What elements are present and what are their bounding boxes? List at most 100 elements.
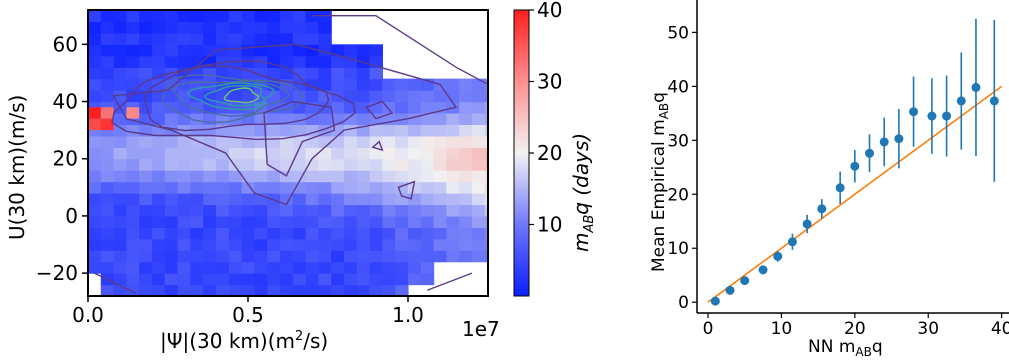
heatmap-cell xyxy=(139,10,153,23)
heatmap-cell xyxy=(139,147,153,160)
heatmap-cell xyxy=(369,250,383,263)
heatmap-cell xyxy=(395,238,409,251)
heatmap-cell xyxy=(216,32,230,45)
scatter-x-ticks: 0 10 20 30 40 xyxy=(703,313,1009,339)
heatmap-x-axis-label-tail: /s) xyxy=(303,329,328,353)
heatmap-cell xyxy=(241,158,255,171)
heatmap-cell xyxy=(420,227,435,240)
heatmap-cell xyxy=(152,21,166,34)
heatmap-cell xyxy=(267,250,281,263)
heatmap-cell xyxy=(472,250,486,263)
heatmap-cell xyxy=(331,147,345,160)
heatmap-cell xyxy=(459,215,473,228)
heatmap-cell xyxy=(331,158,345,171)
heatmap-cell xyxy=(164,135,179,148)
heatmap-cell xyxy=(228,90,243,103)
scatter-x-axis-label-sub: AB xyxy=(855,345,871,359)
heatmap-cell xyxy=(318,21,332,34)
data-point xyxy=(894,134,904,144)
heatmap-cell xyxy=(433,135,447,148)
heatmap-cell xyxy=(292,112,307,125)
data-point xyxy=(879,137,889,147)
scatter-y-axis-label-main: Mean Empirical m xyxy=(649,119,669,272)
heatmap-cell xyxy=(139,238,153,251)
heatmap-cell xyxy=(446,238,460,251)
heatmap-cell xyxy=(356,284,371,296)
heatmap-cell xyxy=(280,238,294,251)
heatmap-cell xyxy=(152,261,166,274)
data-point xyxy=(971,82,981,92)
heatmap-cells xyxy=(88,10,488,296)
contour-line xyxy=(263,100,336,177)
heatmap-cell xyxy=(228,135,243,148)
heatmap-cell xyxy=(356,215,371,228)
heatmap-cell xyxy=(216,90,230,103)
heatmap-cell xyxy=(177,227,191,240)
heatmap-cell xyxy=(203,147,217,160)
scatter-y-tick-label: 40 xyxy=(667,77,689,97)
heatmap-cell xyxy=(241,284,255,296)
heatmap-cell xyxy=(382,124,396,137)
heatmap-cell xyxy=(459,112,473,125)
heatmap-cell xyxy=(126,147,140,160)
heatmap-cell xyxy=(88,10,102,23)
heatmap-cell xyxy=(318,215,332,228)
heatmap-cell xyxy=(190,90,204,103)
heatmap-cell xyxy=(433,250,447,263)
heatmap-cell xyxy=(228,170,243,183)
heatmap-cell xyxy=(459,158,473,171)
heatmap-cell xyxy=(433,227,447,240)
heatmap-cell xyxy=(267,135,281,148)
heatmap-x-tick-label: 0.5 xyxy=(232,303,264,327)
heatmap-cell xyxy=(472,135,486,148)
heatmap-cell xyxy=(331,227,345,240)
heatmap-cell xyxy=(408,147,422,160)
heatmap-cell xyxy=(88,227,102,240)
heatmap-hot-cell xyxy=(88,107,101,119)
heatmap-cell xyxy=(177,204,191,217)
heatmap-cell xyxy=(395,135,409,148)
heatmap-cell xyxy=(408,90,422,103)
heatmap-cell xyxy=(254,170,268,183)
heatmap-cell xyxy=(203,101,217,114)
heatmap-cell xyxy=(216,227,230,240)
heatmap-cell xyxy=(152,55,166,68)
heatmap-x-tick-label: 1.0 xyxy=(392,303,424,327)
heatmap-cell xyxy=(484,238,488,251)
heatmap-cell xyxy=(292,193,307,206)
heatmap-hot-cell xyxy=(126,107,140,119)
heatmap-cell xyxy=(344,273,358,286)
heatmap-cell xyxy=(88,67,102,80)
heatmap-cell xyxy=(113,250,127,263)
heatmap-cell xyxy=(484,90,488,103)
heatmap-cell xyxy=(305,67,319,80)
heatmap-cell xyxy=(241,227,255,240)
heatmap-cell xyxy=(126,227,140,240)
heatmap-cell xyxy=(280,181,294,194)
heatmap-cell xyxy=(446,227,460,240)
data-point xyxy=(740,276,750,286)
heatmap-cell xyxy=(203,21,217,34)
heatmap-cell xyxy=(446,147,460,160)
heatmap-cell xyxy=(190,284,204,296)
heatmap-cell xyxy=(369,135,383,148)
heatmap-cell xyxy=(152,193,166,206)
heatmap-cell xyxy=(139,261,153,274)
heatmap-cell xyxy=(344,284,358,296)
heatmap-cell xyxy=(292,158,307,171)
heatmap-cell xyxy=(113,135,127,148)
heatmap-cell xyxy=(139,78,153,91)
heatmap-cell xyxy=(459,193,473,206)
colorbar-tick-label: 10 xyxy=(537,213,562,237)
heatmap-cell xyxy=(472,227,486,240)
heatmap-frame xyxy=(87,9,489,297)
heatmap-cell xyxy=(254,215,268,228)
heatmap-cell xyxy=(254,284,268,296)
heatmap-cell xyxy=(164,158,179,171)
heatmap-cell xyxy=(139,227,153,240)
heatmap-cell xyxy=(446,170,460,183)
data-point xyxy=(787,237,797,247)
heatmap-cell xyxy=(88,181,102,194)
heatmap-cell xyxy=(100,21,115,34)
heatmap-cell xyxy=(420,147,435,160)
